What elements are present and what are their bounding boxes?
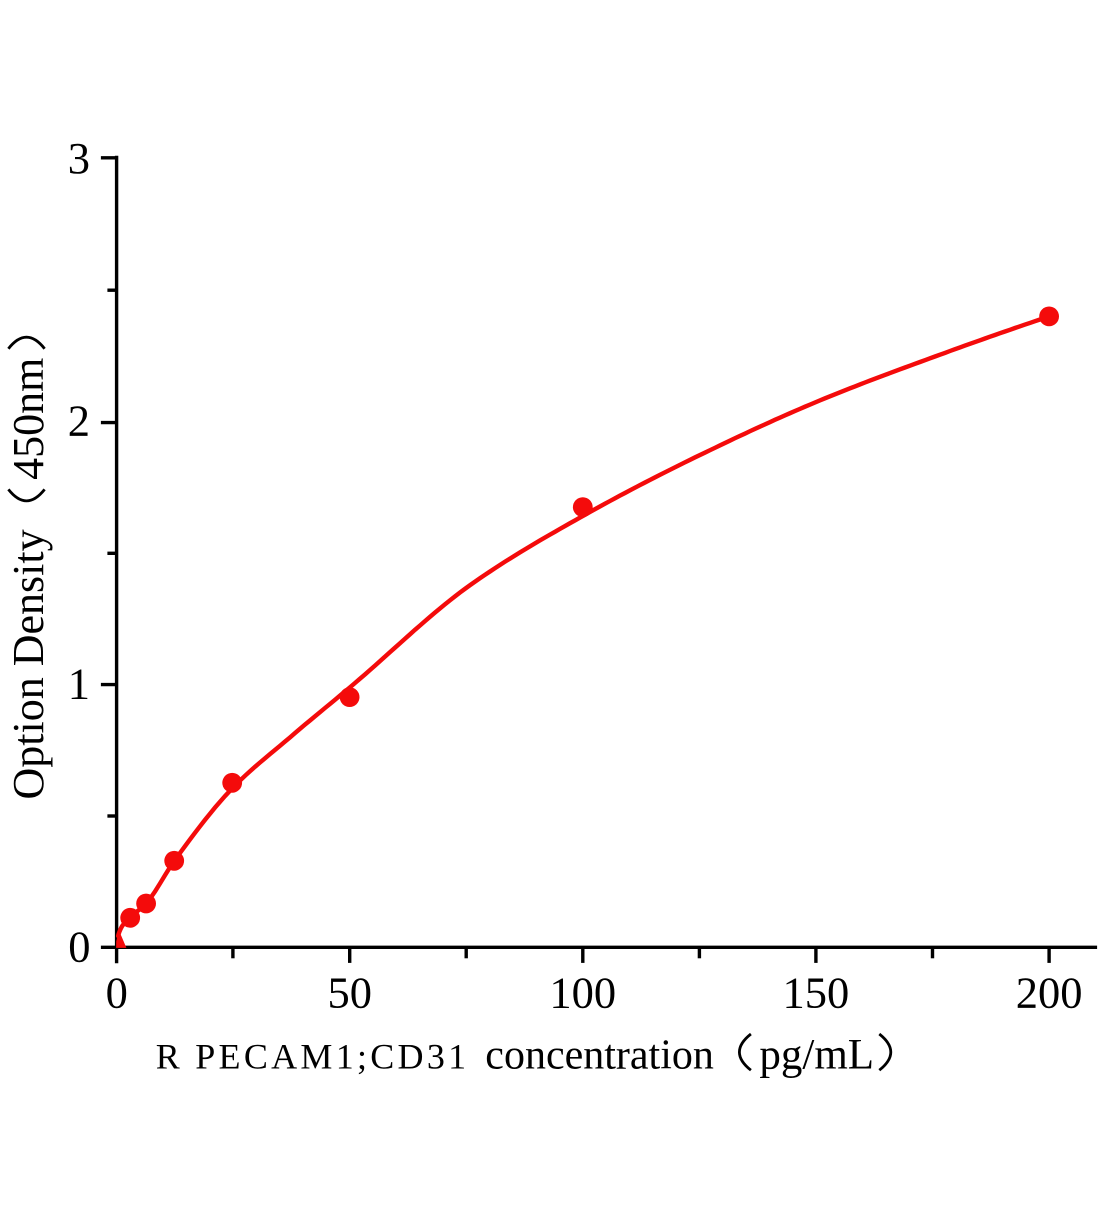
svg-text:50: 50: [327, 967, 372, 1017]
svg-text:0: 0: [106, 967, 128, 1017]
svg-text:3: 3: [68, 133, 90, 183]
svg-text:450nm: 450nm: [4, 358, 53, 480]
svg-text:Option Density: Option Density: [4, 529, 53, 799]
svg-text:pg/mL: pg/mL: [759, 1032, 874, 1079]
svg-text:concentration: concentration: [485, 1033, 714, 1079]
svg-text:0: 0: [68, 922, 90, 972]
svg-text:2: 2: [68, 396, 90, 446]
svg-text:100: 100: [549, 967, 616, 1017]
svg-text:1: 1: [68, 659, 90, 709]
svg-text:150: 150: [783, 967, 850, 1017]
svg-text:R PECAM1;CD31: R PECAM1;CD31: [156, 1037, 470, 1077]
svg-text:200: 200: [1016, 967, 1083, 1017]
